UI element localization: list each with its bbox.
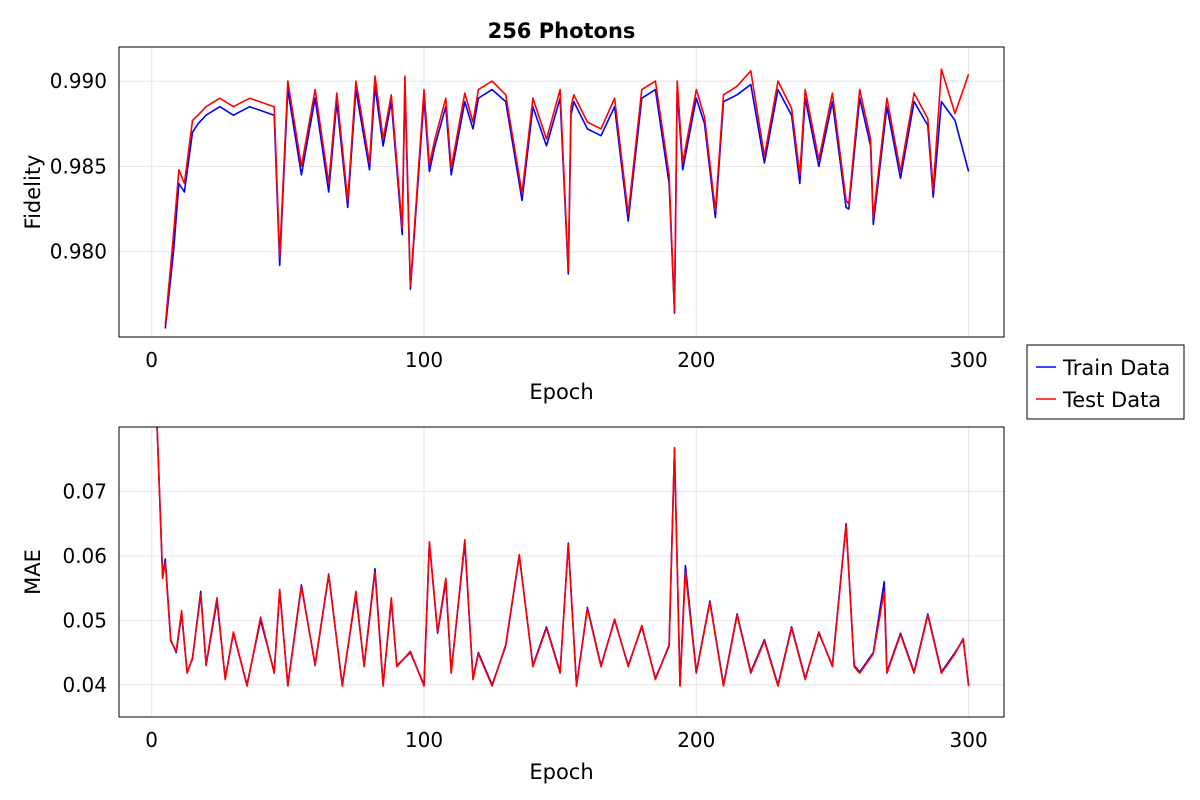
mae-y-tick-label: 0.05 xyxy=(62,608,107,632)
fidelity-panel: 0 100 200 300 0.980 0.985 0.990 256 Photons E… xyxy=(21,19,1005,404)
fidelity-x-tick-label: 300 xyxy=(950,348,988,372)
mae-x-tick-label: 100 xyxy=(405,728,443,752)
mae-test-line xyxy=(156,427,970,687)
fidelity-x-tick-label: 200 xyxy=(677,348,715,372)
mae-x-tick-label: 0 xyxy=(145,728,158,752)
mae-x-tick-label: 300 xyxy=(950,728,988,752)
mae-y-tick-label: 0.06 xyxy=(62,544,107,568)
fidelity-y-tick-label: 0.980 xyxy=(50,240,107,264)
fidelity-series xyxy=(164,68,970,329)
fidelity-x-ticks: 0 100 200 300 xyxy=(145,348,987,372)
mae-panel: 0 100 200 300 0.04 0.05 0.06 0.07 Epoch MAE xyxy=(21,426,1005,784)
mae-y-ticks: 0.04 0.05 0.06 0.07 xyxy=(62,479,107,696)
chart-title: 256 Photons xyxy=(488,19,636,43)
mae-y-tick-label: 0.07 xyxy=(62,479,107,503)
fidelity-plot-frame xyxy=(118,46,1005,338)
legend-test-label: Test Data xyxy=(1062,388,1161,412)
fidelity-test-line xyxy=(164,68,970,326)
mae-y-axis-label: MAE xyxy=(21,549,45,595)
legend-train-label: Train Data xyxy=(1062,356,1170,380)
mae-series xyxy=(156,427,970,687)
mae-x-tick-label: 200 xyxy=(677,728,715,752)
legend-box xyxy=(1026,344,1185,420)
fidelity-x-tick-label: 100 xyxy=(405,348,443,372)
fidelity-x-tick-label: 0 xyxy=(145,348,158,372)
fidelity-y-tick-label: 0.985 xyxy=(50,154,107,178)
fidelity-y-ticks: 0.980 0.985 0.990 xyxy=(50,69,107,264)
mae-x-ticks: 0 100 200 300 xyxy=(145,728,987,752)
mae-y-tick-label: 0.04 xyxy=(62,673,107,697)
fidelity-train-line xyxy=(164,83,970,329)
mae-x-axis-label: Epoch xyxy=(529,760,593,784)
fidelity-grid xyxy=(119,47,1004,337)
fidelity-y-axis-label: Fidelity xyxy=(21,155,45,230)
mae-grid xyxy=(119,427,1004,717)
legend: Train Data Test Data xyxy=(1026,344,1185,420)
mae-plot-frame xyxy=(118,426,1005,718)
fidelity-y-tick-label: 0.990 xyxy=(50,69,107,93)
fidelity-x-axis-label: Epoch xyxy=(529,380,593,404)
